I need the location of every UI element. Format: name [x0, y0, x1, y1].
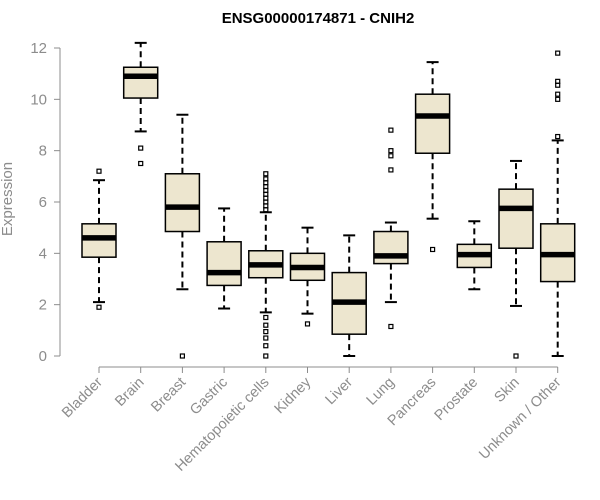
x-category-label-10: Skin: [492, 375, 523, 406]
x-category-label-6: Liver: [322, 374, 356, 408]
x-category-label-9: Prostate: [432, 375, 481, 424]
box-2-outlier-0: [179, 353, 185, 359]
box-0-outlier-0: [96, 304, 102, 310]
box-2-iqr: [164, 173, 201, 233]
box-11-outlier-4: [555, 78, 561, 84]
box-4-outlier-15: [263, 171, 269, 177]
box-4-outlier-5: [263, 314, 269, 321]
box-0: [81, 168, 117, 310]
x-category-label-1: Brain: [112, 375, 147, 410]
x-category-label-0: Bladder: [59, 374, 106, 421]
box-8-outlier-0: [430, 246, 436, 253]
box-3-iqr: [206, 241, 242, 287]
box-1-outlier-0: [138, 160, 144, 167]
box-series: [81, 41, 576, 359]
box-6: [331, 234, 367, 357]
box-8-iqr: [414, 93, 451, 154]
y-axis: 0 2 4 6 8 10 12: [30, 40, 61, 365]
x-category-label-7: Lung: [364, 375, 398, 409]
y-tick-label-5: 10: [30, 91, 47, 108]
box-7-iqr: [373, 230, 409, 265]
y-tick-label-0: 0: [39, 348, 47, 365]
x-category-label-5: Kidney: [272, 374, 315, 417]
box-7-outlier-1: [388, 167, 394, 173]
box-7-outlier-0: [388, 323, 394, 330]
y-tick-label-1: 2: [39, 297, 47, 314]
box-1-iqr: [122, 66, 159, 99]
box-4: [248, 171, 284, 359]
box-7-outlier-3: [388, 148, 394, 154]
x-category-label-2: Breast: [148, 375, 189, 416]
box-11-outlier-0: [555, 133, 561, 140]
box-1: [122, 41, 159, 167]
y-tick-label-3: 6: [39, 194, 47, 211]
box-7: [373, 127, 409, 330]
box-11-outlier-5: [555, 50, 561, 56]
box-4-outlier-0: [263, 353, 269, 359]
y-axis-label: Expression: [0, 162, 16, 236]
box-11-outlier-1: [555, 96, 561, 102]
box-10-iqr: [498, 188, 534, 249]
chart-title: ENSG00000174871 - CNIH2: [222, 10, 415, 27]
box-10: [498, 159, 534, 359]
box-4-outlier-14: [263, 176, 269, 182]
box-3: [206, 207, 242, 310]
box-4-outlier-4: [263, 322, 269, 328]
box-11: [539, 50, 576, 357]
y-tick-label-6: 12: [30, 40, 47, 57]
box-9: [456, 220, 493, 291]
box-10-outlier-0: [513, 353, 519, 359]
box-5-outlier-0: [304, 321, 311, 327]
box-7-outlier-2: [388, 153, 394, 159]
box-7-outlier-4: [388, 127, 394, 133]
box-11-outlier-2: [555, 91, 561, 97]
box-4-outlier-3: [263, 329, 269, 335]
box-2: [164, 113, 201, 359]
box-1-outlier-1: [138, 145, 144, 151]
box-4-outlier-2: [263, 335, 269, 341]
box-0-outlier-1: [96, 168, 102, 174]
y-tick-label-2: 4: [39, 245, 47, 262]
box-8: [414, 61, 451, 253]
y-tick-label-4: 8: [39, 143, 47, 160]
box-4-outlier-1: [263, 343, 269, 349]
box-5: [289, 226, 326, 327]
